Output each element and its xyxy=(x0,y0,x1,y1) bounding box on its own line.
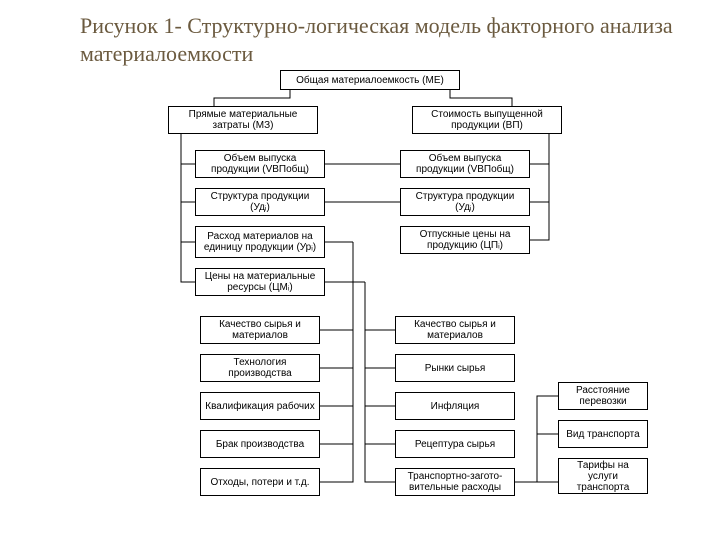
node-lc: Квалификация рабочих xyxy=(200,392,320,420)
node-rb: Рынки сырья xyxy=(395,354,515,382)
node-t2: Вид транспорта xyxy=(558,420,648,448)
node-mz: Прямые материальные затраты (МЗ) xyxy=(168,106,318,134)
edge xyxy=(365,282,395,406)
edge xyxy=(320,242,353,368)
edge xyxy=(365,282,395,368)
edge xyxy=(530,134,549,164)
node-r3: Отпускные цены на продукцию (ЦПᵢ) xyxy=(400,226,530,254)
edge xyxy=(181,134,195,242)
node-l4: Цены на материальные ресурсы (ЦМᵢ) xyxy=(195,268,325,296)
node-l1: Объем выпуска продукции (VВПобщ) xyxy=(195,150,325,178)
edge xyxy=(181,134,195,202)
diagram-container: Общая материалоемкость (МЕ) Прямые матери… xyxy=(0,70,720,540)
edge xyxy=(365,282,395,330)
edge xyxy=(181,134,195,164)
edge xyxy=(320,242,353,406)
edge xyxy=(365,282,395,444)
node-le: Отходы, потери и т.д. xyxy=(200,468,320,496)
node-r1: Объем выпуска продукции (VВПобщ) xyxy=(400,150,530,178)
node-re: Транспортно-загото-вительные расходы xyxy=(395,468,515,496)
node-lb: Технология производства xyxy=(200,354,320,382)
node-root: Общая материалоемкость (МЕ) xyxy=(280,70,460,90)
node-rd: Рецептура сырья xyxy=(395,430,515,458)
node-t1: Расстояние перевозки xyxy=(558,382,648,410)
node-vp: Стоимость выпущенной продукции (ВП) xyxy=(412,106,562,134)
node-l3: Расход материалов на единицу продукции (… xyxy=(195,226,325,258)
edge xyxy=(365,282,395,482)
page-title: Рисунок 1- Структурно-логическая модель … xyxy=(80,12,680,67)
edge xyxy=(450,90,512,106)
node-r2: Структура продукции (Удᵢ) xyxy=(400,188,530,216)
node-ld: Брак производства xyxy=(200,430,320,458)
edge xyxy=(530,134,549,202)
edge xyxy=(214,90,290,106)
node-ra: Качество сырья и материалов xyxy=(395,316,515,344)
node-rc: Инфляция xyxy=(395,392,515,420)
node-l2: Структура продукции (Удᵢ) xyxy=(195,188,325,216)
node-la: Качество сырья и материалов xyxy=(200,316,320,344)
edge xyxy=(181,134,195,282)
node-t3: Тарифы на услуги транспорта xyxy=(558,458,648,494)
edge xyxy=(537,434,558,482)
edge xyxy=(530,134,549,240)
